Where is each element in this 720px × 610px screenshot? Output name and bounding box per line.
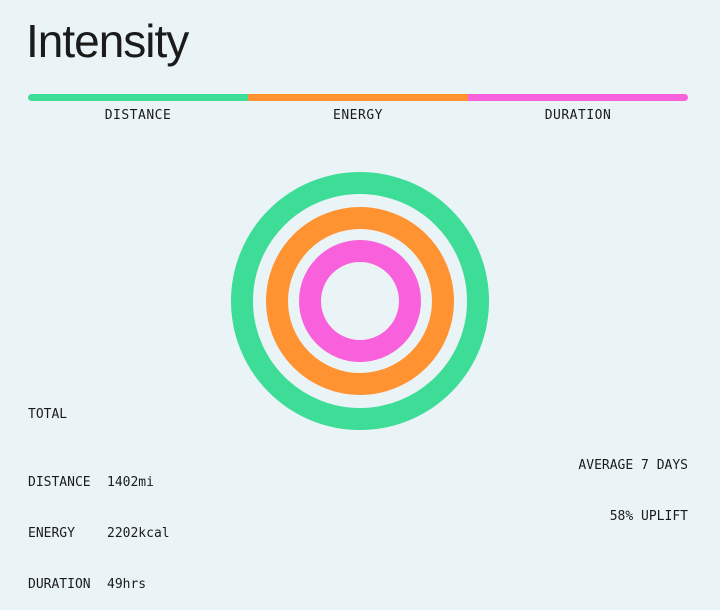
stat-row-duration: DURATION 49hrs: [28, 576, 170, 593]
legend-labels: DISTANCE ENERGY DURATION: [28, 108, 688, 123]
summary-average: AVERAGE 7 DAYS: [578, 458, 688, 473]
stat-label: ENERGY: [28, 526, 75, 541]
ring-duration: [299, 240, 421, 362]
summary-uplift: 58% UPLIFT: [609, 509, 688, 524]
legend-label-energy: ENERGY: [333, 108, 383, 123]
stat-value: 1402mi: [107, 475, 154, 490]
totals-heading: TOTAL: [28, 407, 68, 422]
legend-bar-energy: [248, 94, 468, 101]
stat-value: 2202kcal: [107, 526, 170, 541]
totals-panel: TOTAL DISTANCE 1402mi ENERGY 2202kcal DURA…: [28, 372, 170, 610]
legend-bar-distance: [28, 94, 248, 101]
ring-energy: [266, 207, 454, 395]
ring-distance: [231, 172, 489, 430]
summary-panel: AVERAGE 7 DAYS 58% UPLIFT: [578, 423, 688, 542]
legend-bar-duration: [468, 94, 688, 101]
legend-bar: [28, 94, 688, 101]
legend-label-distance: DISTANCE: [104, 108, 172, 123]
stat-value: 49hrs: [107, 577, 147, 592]
page-title: Intensity: [26, 15, 189, 67]
stat-row-energy: ENERGY 2202kcal: [28, 525, 170, 542]
stat-row-distance: DISTANCE 1402mi: [28, 474, 170, 491]
legend-label-duration: DURATION: [544, 108, 612, 123]
stat-label: DISTANCE: [28, 475, 91, 490]
stat-label: DURATION: [28, 577, 91, 592]
intensity-rings: [231, 172, 489, 430]
